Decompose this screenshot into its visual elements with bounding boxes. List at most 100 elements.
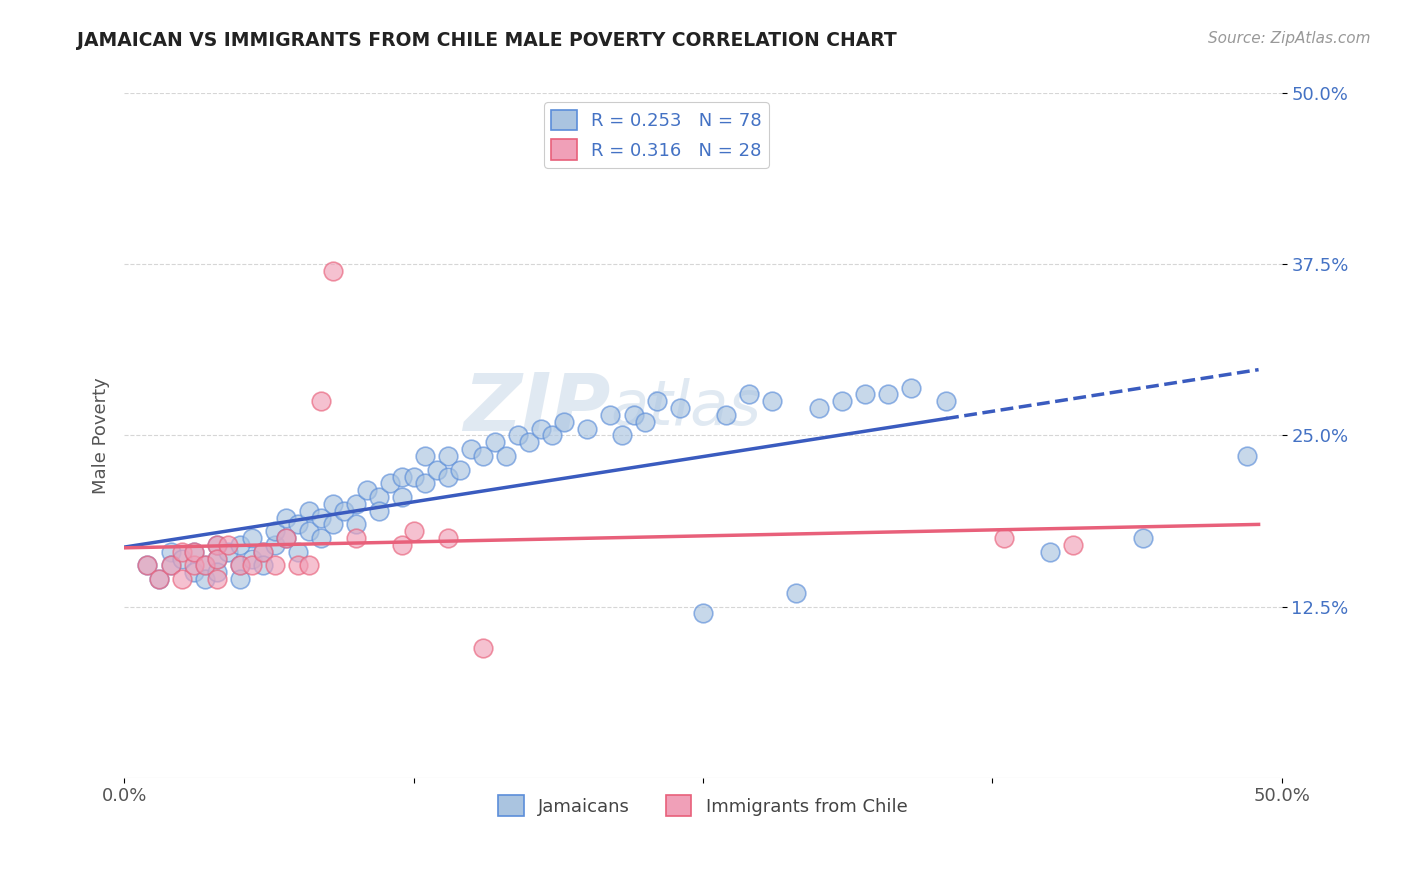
Point	[252, 558, 274, 573]
Point	[610, 428, 633, 442]
Point	[298, 524, 321, 539]
Point	[263, 558, 285, 573]
Point	[413, 476, 436, 491]
Point	[669, 401, 692, 416]
Point	[437, 449, 460, 463]
Point	[367, 504, 389, 518]
Point	[460, 442, 482, 457]
Point	[935, 394, 957, 409]
Point	[240, 531, 263, 545]
Point	[276, 531, 298, 545]
Point	[333, 504, 356, 518]
Point	[252, 545, 274, 559]
Point	[205, 566, 228, 580]
Point	[276, 531, 298, 545]
Point	[229, 538, 252, 552]
Point	[136, 558, 159, 573]
Text: atlas: atlas	[610, 378, 762, 438]
Point	[322, 264, 344, 278]
Point	[217, 545, 239, 559]
Point	[159, 558, 181, 573]
Point	[309, 531, 332, 545]
Point	[194, 572, 217, 586]
Point	[205, 551, 228, 566]
Point	[240, 551, 263, 566]
Point	[344, 531, 367, 545]
Point	[356, 483, 378, 498]
Point	[172, 545, 194, 559]
Point	[472, 640, 495, 655]
Point	[807, 401, 830, 416]
Point	[309, 510, 332, 524]
Point	[484, 435, 506, 450]
Point	[380, 476, 402, 491]
Point	[287, 558, 309, 573]
Point	[413, 449, 436, 463]
Point	[367, 490, 389, 504]
Point	[298, 558, 321, 573]
Point	[634, 415, 657, 429]
Point	[322, 497, 344, 511]
Point	[402, 469, 425, 483]
Point	[229, 558, 252, 573]
Point	[576, 422, 599, 436]
Point	[517, 435, 540, 450]
Point	[391, 538, 413, 552]
Point	[159, 558, 181, 573]
Point	[1062, 538, 1084, 552]
Point	[495, 449, 517, 463]
Text: Source: ZipAtlas.com: Source: ZipAtlas.com	[1208, 31, 1371, 46]
Point	[183, 545, 205, 559]
Point	[205, 572, 228, 586]
Point	[1132, 531, 1154, 545]
Point	[437, 469, 460, 483]
Point	[263, 524, 285, 539]
Point	[645, 394, 668, 409]
Point	[217, 538, 239, 552]
Point	[172, 551, 194, 566]
Point	[391, 469, 413, 483]
Point	[183, 545, 205, 559]
Point	[322, 517, 344, 532]
Point	[298, 504, 321, 518]
Point	[240, 558, 263, 573]
Point	[530, 422, 553, 436]
Point	[205, 551, 228, 566]
Point	[738, 387, 761, 401]
Text: ZIP: ZIP	[463, 369, 610, 447]
Point	[1039, 545, 1062, 559]
Point	[194, 558, 217, 573]
Point	[136, 558, 159, 573]
Point	[148, 572, 170, 586]
Text: JAMAICAN VS IMMIGRANTS FROM CHILE MALE POVERTY CORRELATION CHART: JAMAICAN VS IMMIGRANTS FROM CHILE MALE P…	[77, 31, 897, 50]
Point	[1236, 449, 1258, 463]
Point	[194, 558, 217, 573]
Point	[205, 538, 228, 552]
Point	[252, 545, 274, 559]
Point	[426, 463, 449, 477]
Point	[877, 387, 900, 401]
Point	[344, 517, 367, 532]
Point	[472, 449, 495, 463]
Point	[714, 408, 737, 422]
Point	[553, 415, 575, 429]
Point	[437, 531, 460, 545]
Point	[853, 387, 876, 401]
Point	[506, 428, 529, 442]
Point	[229, 558, 252, 573]
Point	[900, 380, 922, 394]
Point	[761, 394, 783, 409]
Point	[541, 428, 564, 442]
Point	[309, 394, 332, 409]
Point	[183, 558, 205, 573]
Point	[623, 408, 645, 422]
Point	[205, 538, 228, 552]
Point	[148, 572, 170, 586]
Point	[344, 497, 367, 511]
Point	[287, 545, 309, 559]
Point	[599, 408, 621, 422]
Point	[276, 510, 298, 524]
Y-axis label: Male Poverty: Male Poverty	[93, 377, 110, 494]
Point	[183, 566, 205, 580]
Point	[159, 545, 181, 559]
